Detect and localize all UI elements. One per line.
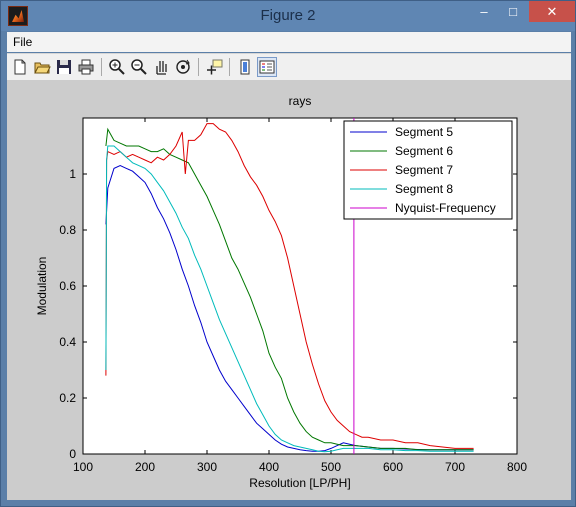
close-button[interactable]: ✕ bbox=[529, 1, 575, 22]
x-tick-label: 500 bbox=[321, 460, 341, 474]
maximize-button[interactable]: □ bbox=[509, 4, 517, 19]
x-tick-label: 300 bbox=[197, 460, 217, 474]
x-tick-label: 600 bbox=[383, 460, 403, 474]
x-tick-label: 100 bbox=[73, 460, 93, 474]
series-line-segment-6 bbox=[105, 127, 474, 451]
legend-label: Segment 5 bbox=[395, 125, 453, 139]
series-line-segment-8 bbox=[105, 145, 474, 453]
menu-file[interactable]: File bbox=[13, 35, 33, 49]
x-tick-label: 800 bbox=[507, 460, 527, 474]
menu-bar: File bbox=[7, 32, 571, 52]
figure-canvas: rays Resolution [LP/PH] Modulation 100 200 30… bbox=[7, 80, 571, 500]
zoom-out-icon[interactable] bbox=[129, 57, 149, 77]
pan-hand-icon[interactable] bbox=[151, 57, 171, 77]
x-tick-label: 200 bbox=[135, 460, 155, 474]
toolbar-separator bbox=[229, 58, 230, 76]
open-folder-icon[interactable] bbox=[32, 57, 52, 77]
x-tick-label: 700 bbox=[445, 460, 465, 474]
x-tick-label: 400 bbox=[259, 460, 279, 474]
series-line-segment-7 bbox=[105, 123, 474, 449]
legend-icon[interactable] bbox=[257, 57, 277, 77]
minimize-button[interactable]: – bbox=[480, 4, 488, 19]
y-tick-label: 0 bbox=[69, 447, 76, 461]
y-tick-label: 0.8 bbox=[59, 223, 76, 237]
chart-title: rays bbox=[289, 94, 312, 108]
zoom-in-icon[interactable] bbox=[107, 57, 127, 77]
legend-label: Segment 7 bbox=[395, 163, 453, 177]
legend-label: Segment 8 bbox=[395, 182, 453, 196]
toolbar-separator bbox=[198, 58, 199, 76]
rotate-3d-icon[interactable] bbox=[173, 57, 193, 77]
legend-label: Segment 6 bbox=[395, 144, 453, 158]
data-cursor-icon[interactable] bbox=[204, 57, 224, 77]
new-file-icon[interactable] bbox=[10, 57, 30, 77]
y-tick-label: 0.2 bbox=[59, 391, 76, 405]
toolbar-separator bbox=[101, 58, 102, 76]
print-icon[interactable] bbox=[76, 57, 96, 77]
colorbar-icon[interactable] bbox=[235, 57, 255, 77]
x-axis-label: Resolution [LP/PH] bbox=[249, 476, 350, 490]
y-tick-label: 0.4 bbox=[59, 335, 76, 349]
y-tick-label: 1 bbox=[69, 167, 76, 181]
save-icon[interactable] bbox=[54, 57, 74, 77]
y-tick-label: 0.6 bbox=[59, 279, 76, 293]
figure-toolbar bbox=[7, 53, 571, 81]
y-axis-label: Modulation bbox=[35, 257, 49, 316]
legend-label: Nyquist-Frequency bbox=[395, 201, 496, 215]
matlab-app-icon bbox=[8, 6, 28, 26]
line-plot: rays Resolution [LP/PH] Modulation 100 200 30… bbox=[35, 94, 527, 490]
window-title: Figure 2 bbox=[260, 7, 316, 24]
title-bar[interactable]: Figure 2 – □ ✕ bbox=[1, 1, 575, 31]
